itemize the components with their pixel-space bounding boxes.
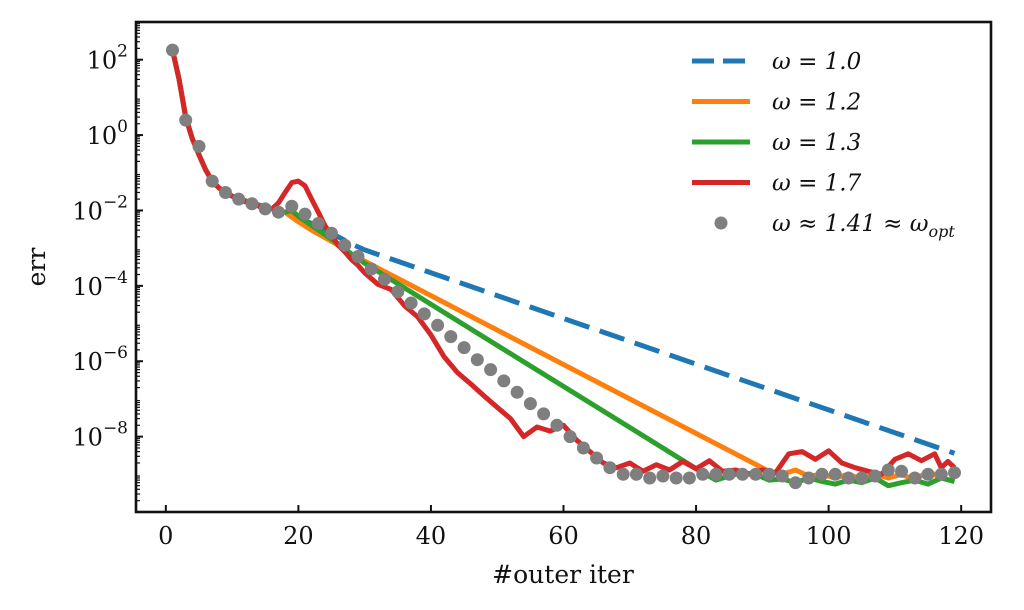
- data-point: [590, 451, 604, 465]
- legend-item: ω ≈ 1.41 ≈ ωopt: [714, 211, 955, 241]
- data-point: [842, 471, 855, 485]
- data-point: [762, 467, 776, 481]
- data-point: [192, 139, 206, 153]
- legend-label: ω ≈ 1.41 ≈ ωopt: [772, 211, 955, 241]
- x-tick-label: 60: [548, 522, 579, 550]
- x-tick-label: 40: [416, 522, 447, 550]
- data-point: [908, 471, 922, 485]
- x-tick-label: 0: [158, 522, 173, 550]
- data-point: [298, 207, 312, 221]
- data-point: [643, 471, 657, 485]
- data-point: [417, 307, 431, 321]
- legend-item: ω = 1.0: [692, 49, 861, 75]
- data-point: [802, 471, 816, 485]
- x-axis-label: #outer iter: [492, 560, 634, 589]
- data-point: [550, 418, 564, 432]
- data-point: [510, 385, 524, 399]
- legend-label: ω = 1.7: [772, 171, 862, 197]
- x-tick-label: 80: [681, 522, 712, 550]
- x-tick-label: 120: [938, 522, 984, 550]
- data-point: [497, 374, 511, 388]
- legend-label: ω = 1.0: [772, 49, 861, 75]
- legend-item: ω = 1.2: [692, 90, 861, 116]
- data-point: [563, 430, 577, 444]
- data-point: [576, 441, 590, 455]
- data-point: [431, 318, 445, 332]
- y-tick-label: 10−8: [72, 419, 128, 452]
- data-point: [722, 467, 736, 481]
- data-point: [895, 464, 908, 478]
- legend-marker: [714, 216, 728, 230]
- data-point: [166, 43, 179, 57]
- data-point: [948, 466, 961, 480]
- y-tick-label: 10−6: [72, 343, 128, 376]
- data-point: [364, 262, 378, 276]
- data-point: [523, 397, 537, 411]
- data-point: [736, 467, 749, 481]
- data-point: [325, 226, 338, 240]
- legend-label: ω = 1.3: [772, 130, 861, 156]
- data-point: [855, 471, 869, 485]
- data-point: [484, 363, 498, 377]
- data-point: [179, 113, 193, 127]
- data-point: [205, 174, 219, 188]
- data-point: [470, 353, 484, 367]
- data-point: [629, 467, 643, 481]
- data-point: [828, 467, 842, 481]
- data-point: [669, 471, 683, 485]
- data-point: [457, 341, 471, 355]
- data-point: [351, 250, 365, 263]
- series-layer: [166, 43, 961, 490]
- data-point: [749, 467, 763, 481]
- data-point: [219, 186, 232, 199]
- data-point: [285, 199, 299, 213]
- legend-label: ω = 1.2: [772, 90, 861, 116]
- ticks-layer: 0 20 40 60 80 100 120 10−8 10−6 10−4 10−2 100 102: [72, 23, 984, 550]
- data-point: [921, 467, 935, 481]
- series-markers-4: [166, 43, 961, 490]
- legend: ω = 1.0 ω = 1.2 ω = 1.3 ω = 1.7 ω ≈ 1.41 ≈ ω…: [692, 49, 955, 241]
- y-tick-label: 10−4: [72, 268, 128, 301]
- y-tick-label: 100: [87, 117, 128, 150]
- data-point: [868, 469, 882, 483]
- x-tick-label: 100: [806, 522, 852, 550]
- data-point: [682, 471, 696, 485]
- data-point: [696, 467, 710, 481]
- data-point: [404, 296, 418, 310]
- data-point: [934, 467, 948, 481]
- data-point: [245, 197, 259, 211]
- data-point: [709, 467, 723, 481]
- y-axis-label: err: [22, 248, 51, 287]
- y-tick-label: 102: [87, 42, 128, 75]
- x-tick-label: 20: [283, 522, 314, 550]
- data-point: [391, 285, 405, 299]
- data-point: [881, 463, 895, 477]
- data-point: [232, 192, 246, 206]
- data-point: [815, 467, 829, 481]
- y-tick-label: 10−2: [72, 192, 128, 225]
- data-point: [272, 205, 285, 219]
- data-point: [775, 469, 789, 483]
- data-point: [603, 461, 617, 475]
- data-point: [656, 469, 670, 483]
- legend-item: ω = 1.3: [692, 130, 861, 156]
- legend-item: ω = 1.7: [692, 171, 862, 197]
- data-point: [378, 272, 391, 286]
- data-point: [537, 407, 551, 421]
- data-point: [311, 217, 325, 230]
- data-point: [444, 330, 458, 344]
- data-point: [789, 476, 802, 490]
- data-point: [338, 238, 352, 252]
- data-point: [258, 202, 272, 216]
- data-point: [616, 467, 630, 481]
